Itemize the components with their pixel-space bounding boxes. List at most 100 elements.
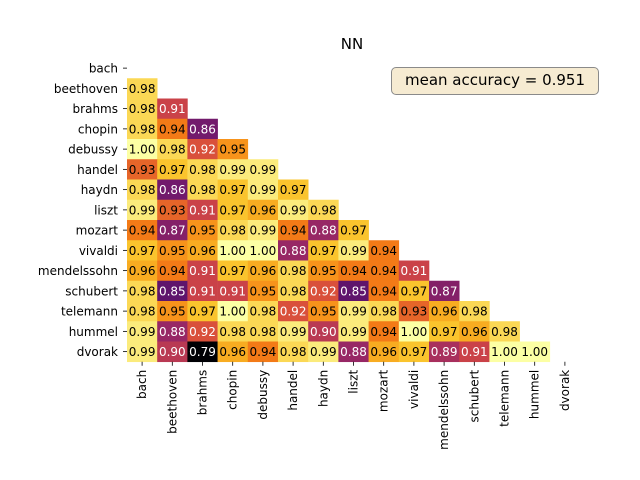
y-tick-label: debussy	[68, 143, 118, 157]
heatmap-cell	[187, 240, 218, 261]
heatmap-cell	[187, 321, 218, 342]
heatmap-cell-label: 0.99	[129, 325, 156, 339]
heatmap-cell-label: 0.98	[370, 305, 397, 319]
heatmap-cell	[308, 199, 339, 221]
heatmap-cell-label: 0.97	[129, 244, 156, 258]
heatmap-cell-label: 1.00	[250, 244, 277, 258]
y-tick-label: bach	[89, 62, 118, 76]
x-tick-label: vivaldi	[407, 370, 421, 409]
heatmap-cell-label: 0.94	[159, 122, 186, 136]
heatmap-cell-label: 0.95	[159, 244, 186, 258]
heatmap-cell	[278, 220, 309, 241]
x-tick-label: hummel	[528, 370, 542, 419]
heatmap-cell	[247, 341, 279, 363]
heatmap-cell-label: 0.98	[219, 325, 246, 339]
heatmap-cell-label: 0.98	[129, 122, 156, 136]
heatmap-cell-label: 0.96	[129, 264, 156, 278]
x-tick-label: chopin	[226, 370, 240, 410]
heatmap-cell-label: 0.94	[340, 264, 367, 278]
heatmap-cell	[187, 199, 218, 221]
heatmap-cell	[157, 139, 188, 160]
heatmap-cell	[308, 260, 339, 282]
heatmap-cell-label: 0.98	[280, 345, 307, 359]
heatmap-cell	[127, 159, 158, 180]
heatmap-cell	[429, 321, 460, 342]
heatmap-cell-label: 1.00	[219, 305, 246, 319]
heatmap-cell	[157, 98, 188, 120]
heatmap-cell	[429, 301, 460, 322]
heatmap-cell	[368, 341, 400, 363]
heatmap-cell	[278, 321, 309, 342]
y-tick-label: schubert	[65, 284, 118, 298]
x-tick-label: mendelssohn	[437, 370, 451, 450]
heatmap-cell-label: 0.87	[159, 224, 186, 238]
heatmap-cell	[338, 260, 369, 282]
heatmap-cell	[217, 260, 249, 282]
heatmap-cell-label: 0.86	[159, 183, 186, 197]
heatmap-cell-label: 0.94	[250, 345, 277, 359]
heatmap-cell-label: 0.98	[189, 183, 216, 197]
heatmap-cell	[398, 341, 430, 363]
x-tick-label: handel	[286, 370, 300, 411]
heatmap-cell-label: 0.97	[219, 203, 246, 217]
heatmap-cell-label: 0.98	[129, 82, 156, 96]
heatmap-cell	[217, 159, 249, 180]
heatmap-cell-label: 0.95	[189, 224, 216, 238]
heatmap-cell-label: 0.96	[250, 203, 277, 217]
x-tick-label: brahms	[196, 370, 210, 415]
chart-title: NN	[341, 35, 363, 53]
heatmap-cell	[398, 301, 430, 322]
heatmap-cell-label: 1.00	[401, 325, 428, 339]
heatmap-cell	[338, 240, 369, 261]
heatmap-cell-label: 0.98	[491, 325, 518, 339]
heatmap-cell-label: 0.94	[280, 224, 307, 238]
heatmap-cell	[127, 139, 158, 160]
heatmap-cell-label: 0.98	[189, 163, 216, 177]
heatmap-cell-label: 0.93	[129, 163, 156, 177]
x-tick-label: debussy	[256, 370, 270, 420]
heatmap-cell	[127, 240, 158, 261]
heatmap-cell	[187, 280, 218, 302]
heatmap-cell-label: 0.95	[250, 284, 277, 298]
heatmap-cell	[398, 321, 430, 342]
heatmap-cell-label: 0.87	[431, 284, 458, 298]
heatmap-cell	[338, 280, 369, 302]
heatmap-cell-label: 0.94	[370, 325, 397, 339]
heatmap-cell	[157, 280, 188, 302]
heatmap-cell	[278, 260, 309, 282]
heatmap-cell-label: 0.88	[310, 224, 337, 238]
heatmap-cell-label: 0.94	[129, 224, 156, 238]
mean-accuracy-annotation: mean accuracy = 0.951	[391, 67, 599, 95]
heatmap-cell-label: 0.97	[189, 305, 216, 319]
heatmap-cell-label: 0.97	[401, 284, 428, 298]
heatmap-cell-label: 0.98	[461, 305, 488, 319]
heatmap-cell	[217, 139, 249, 160]
x-tick-label: bach	[135, 370, 149, 399]
y-tick-label: hummel	[69, 325, 118, 339]
heatmap-cell	[157, 199, 188, 221]
heatmap-cell	[308, 301, 339, 322]
heatmap-cell	[217, 321, 249, 342]
heatmap-cell	[157, 220, 188, 241]
heatmap-cell-label: 0.97	[431, 325, 458, 339]
heatmap-cell	[459, 301, 490, 322]
heatmap-cell-label: 0.97	[401, 345, 428, 359]
heatmap-cell	[308, 220, 339, 241]
x-tick-label: liszt	[347, 369, 361, 393]
heatmap-cell-label: 1.00	[129, 143, 156, 157]
heatmap-cell	[127, 78, 158, 99]
heatmap-cell	[157, 118, 188, 140]
heatmap-cell-label: 0.94	[370, 264, 397, 278]
heatmap-cell-label: 0.98	[129, 305, 156, 319]
heatmap-cell-label: 0.99	[280, 325, 307, 339]
heatmap-cell-label: 0.96	[250, 264, 277, 278]
heatmap-cell-label: 0.90	[310, 325, 337, 339]
heatmap-cell	[127, 199, 158, 221]
heatmap-cell-label: 0.89	[431, 345, 458, 359]
heatmap-cell	[278, 341, 309, 363]
heatmap-cell	[187, 260, 218, 282]
heatmap-cell	[187, 179, 218, 201]
heatmap-cell-label: 0.99	[310, 345, 337, 359]
heatmap-cell	[338, 220, 369, 241]
heatmap-cell-label: 0.96	[461, 325, 488, 339]
